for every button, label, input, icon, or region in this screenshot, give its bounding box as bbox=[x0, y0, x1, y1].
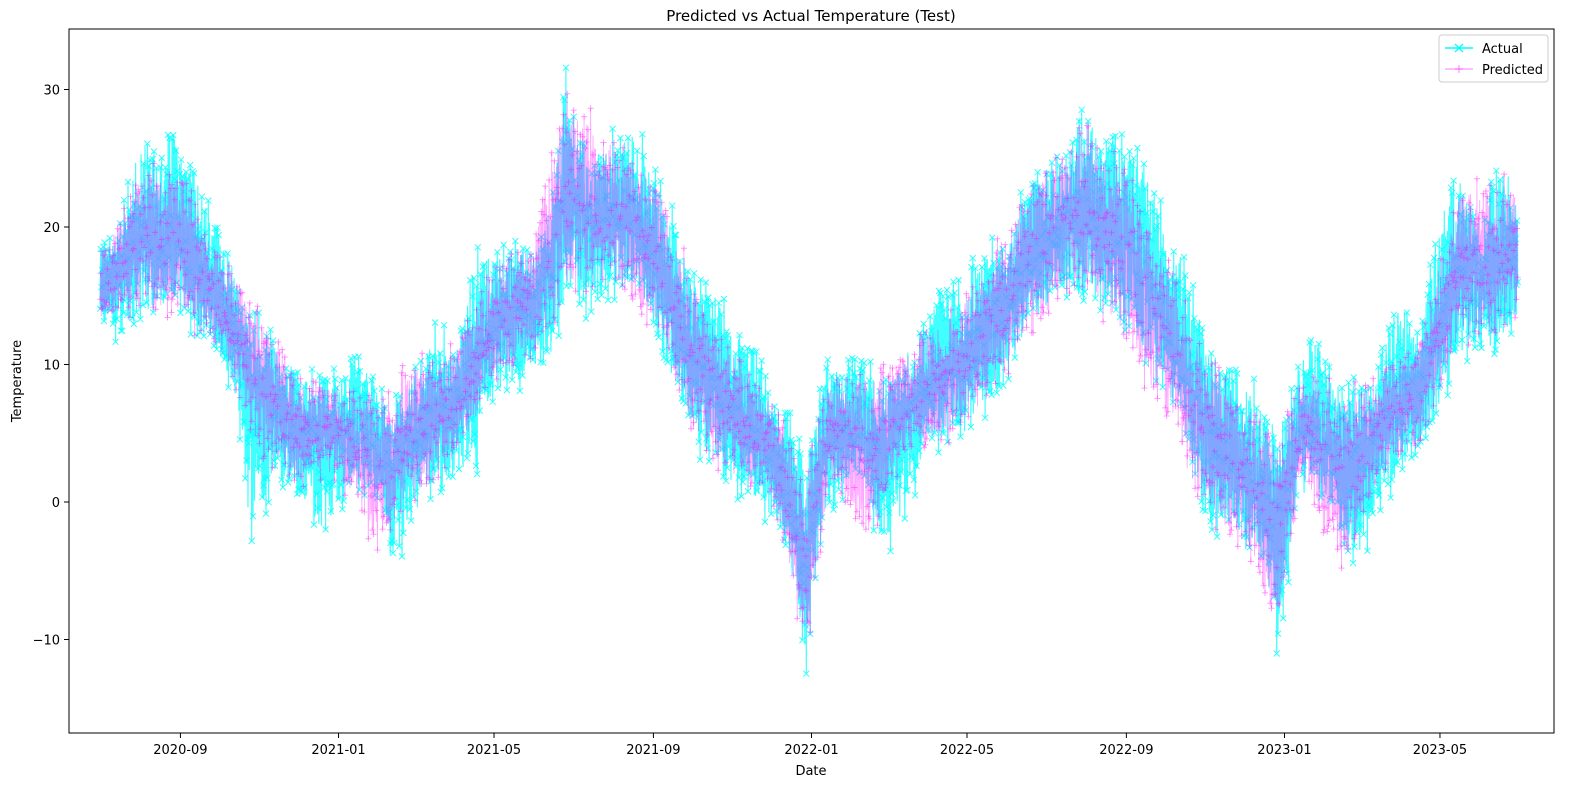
series-markers-actual bbox=[96, 64, 1522, 678]
legend-marker-x bbox=[1454, 43, 1464, 53]
series-predicted bbox=[97, 90, 1521, 636]
series-layer bbox=[96, 64, 1522, 678]
x-tick-label: 2022-01 bbox=[784, 743, 838, 758]
x-axis: 2020-09 2021-01 2021-05 2021-09 2022-01 2022-… bbox=[153, 733, 1467, 758]
x-tick-label: 2023-01 bbox=[1257, 743, 1311, 758]
y-tick-label: −10 bbox=[33, 634, 60, 649]
x-tick-label: 2021-01 bbox=[311, 743, 365, 758]
y-axis: −10 0 10 20 30 bbox=[33, 84, 69, 649]
y-tick-label: 0 bbox=[52, 496, 60, 511]
x-tick-label: 2021-05 bbox=[467, 743, 521, 758]
x-tick-label: 2022-05 bbox=[940, 743, 994, 758]
chart-title: Predicted vs Actual Temperature (Test) bbox=[666, 7, 955, 25]
legend-marker-plus bbox=[1455, 65, 1463, 73]
x-tick-label: 2023-05 bbox=[1413, 743, 1467, 758]
x-tick-label: 2022-09 bbox=[1099, 743, 1153, 758]
x-axis-label: Date bbox=[795, 764, 826, 779]
y-axis-label: Temperature bbox=[10, 340, 25, 423]
y-tick-label: 30 bbox=[43, 84, 60, 99]
x-tick-label: 2021-09 bbox=[626, 743, 680, 758]
x-tick-label: 2020-09 bbox=[153, 743, 207, 758]
series-markers-predicted bbox=[97, 90, 1521, 636]
legend-label: Predicted bbox=[1482, 63, 1543, 78]
chart-legend: Actual Predicted bbox=[1438, 34, 1549, 83]
series-actual bbox=[96, 64, 1522, 678]
legend-box bbox=[1438, 34, 1549, 83]
legend-item-actual: Actual bbox=[1445, 42, 1523, 57]
y-tick-label: 10 bbox=[43, 359, 60, 374]
series-line-predicted bbox=[99, 93, 1519, 633]
y-tick-label: 20 bbox=[43, 221, 60, 236]
legend-label: Actual bbox=[1482, 42, 1523, 57]
legend-item-predicted: Predicted bbox=[1445, 63, 1543, 78]
